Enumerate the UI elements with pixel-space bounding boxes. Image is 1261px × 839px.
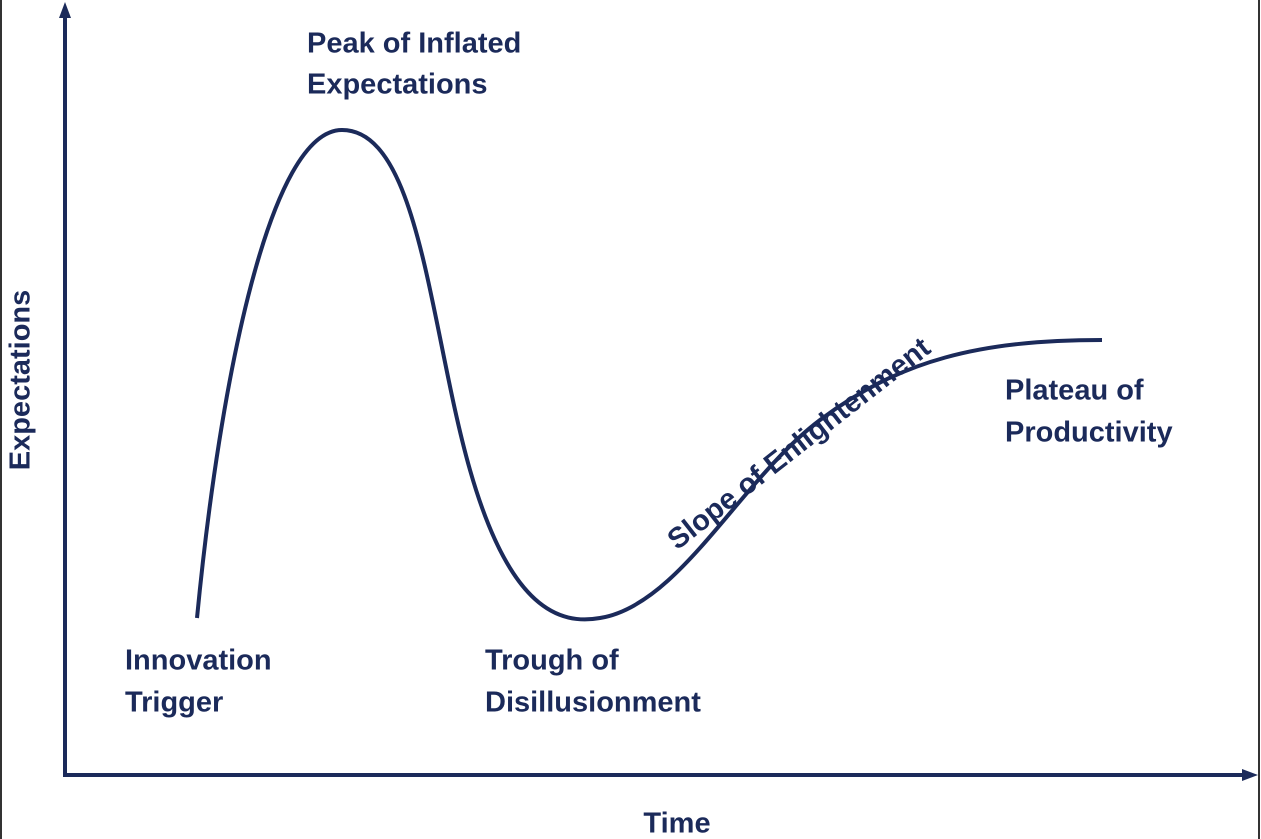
y-axis-label: Expectations: [5, 290, 37, 471]
phase-label: Productivity: [1005, 417, 1173, 449]
phase-label: Plateau of: [1005, 375, 1144, 407]
x-axis-arrow: [1242, 769, 1258, 781]
phase-label: Innovation: [125, 645, 272, 677]
phase-label: Expectations: [307, 69, 488, 101]
phase-label: Trigger: [125, 687, 223, 719]
phase-label: Trough of: [485, 645, 619, 677]
y-axis-arrow: [59, 2, 71, 18]
hype-curve: [195, 127, 1103, 622]
x-axis-label: Time: [643, 808, 710, 839]
phase-label: Peak of Inflated: [307, 28, 521, 60]
phase-label: Disillusionment: [485, 687, 701, 719]
